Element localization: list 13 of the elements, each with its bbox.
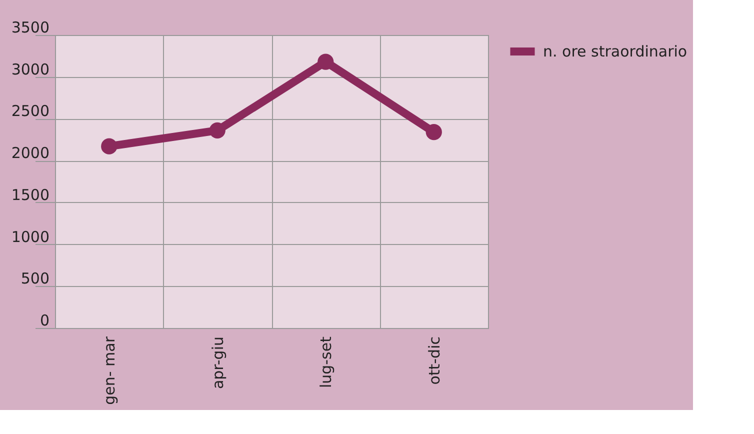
y-tick-label: 2000 [11, 144, 50, 162]
x-tick-label: lug-set [317, 336, 336, 388]
x-tick-label: gen- mar [100, 336, 119, 405]
y-tick-label: 1500 [11, 186, 50, 204]
y-tick-label: 3000 [11, 60, 50, 78]
y-tick-label: 500 [20, 270, 50, 288]
y-tick-label: 1000 [11, 228, 50, 246]
x-tick-label: apr-giu [208, 336, 227, 390]
legend-label: n. ore straordinario [543, 42, 688, 60]
x-tick-label: ott-dic [425, 336, 444, 385]
y-tick-label: 3500 [11, 18, 50, 36]
y-tick-label: 2500 [11, 102, 50, 120]
y-tick-label: 0 [40, 312, 50, 330]
